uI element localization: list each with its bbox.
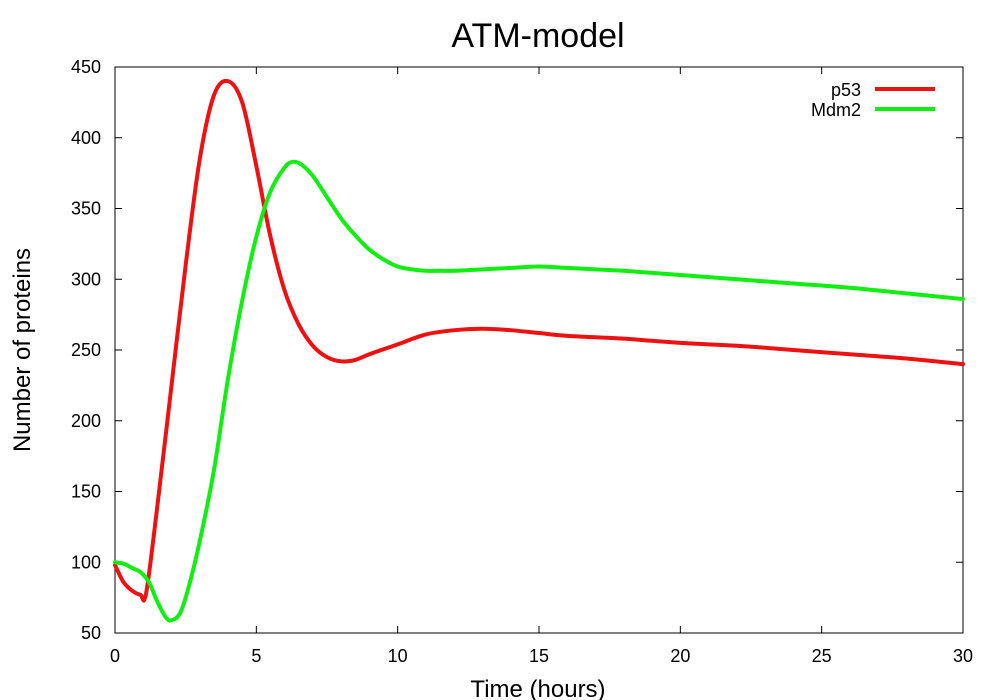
x-axis-label: Time (hours) <box>470 676 605 700</box>
y-tick-label: 150 <box>71 482 101 502</box>
series-line-mdm2 <box>113 159 965 623</box>
y-tick-label: 300 <box>71 269 101 289</box>
series-lines <box>113 78 965 623</box>
x-tick-label: 20 <box>670 646 690 666</box>
x-tick-label: 5 <box>251 646 261 666</box>
y-tick-label: 50 <box>81 623 101 643</box>
y-tick-label: 350 <box>71 199 101 219</box>
y-axis-label: Number of proteins <box>9 248 36 452</box>
x-tick-label: 10 <box>388 646 408 666</box>
y-axis-ticks: 50 100 150 200 250 300 350 400 450 <box>71 57 963 643</box>
y-tick-label: 200 <box>71 411 101 431</box>
x-tick-label: 0 <box>110 646 120 666</box>
x-tick-label: 25 <box>812 646 832 666</box>
chart-title: ATM-model <box>451 17 624 55</box>
x-tick-label: 30 <box>953 646 973 666</box>
y-tick-label: 250 <box>71 340 101 360</box>
legend-label-mdm2: Mdm2 <box>811 100 861 120</box>
y-tick-label: 400 <box>71 128 101 148</box>
x-axis-ticks: 0 5 10 15 20 25 30 <box>110 67 973 666</box>
legend: p53 Mdm2 <box>811 80 935 120</box>
y-tick-label: 450 <box>71 57 101 77</box>
x-tick-label: 15 <box>529 646 549 666</box>
series-line-p53 <box>113 78 965 603</box>
y-tick-label: 100 <box>71 552 101 572</box>
legend-label-p53: p53 <box>831 80 861 100</box>
plot-frame <box>114 66 964 634</box>
